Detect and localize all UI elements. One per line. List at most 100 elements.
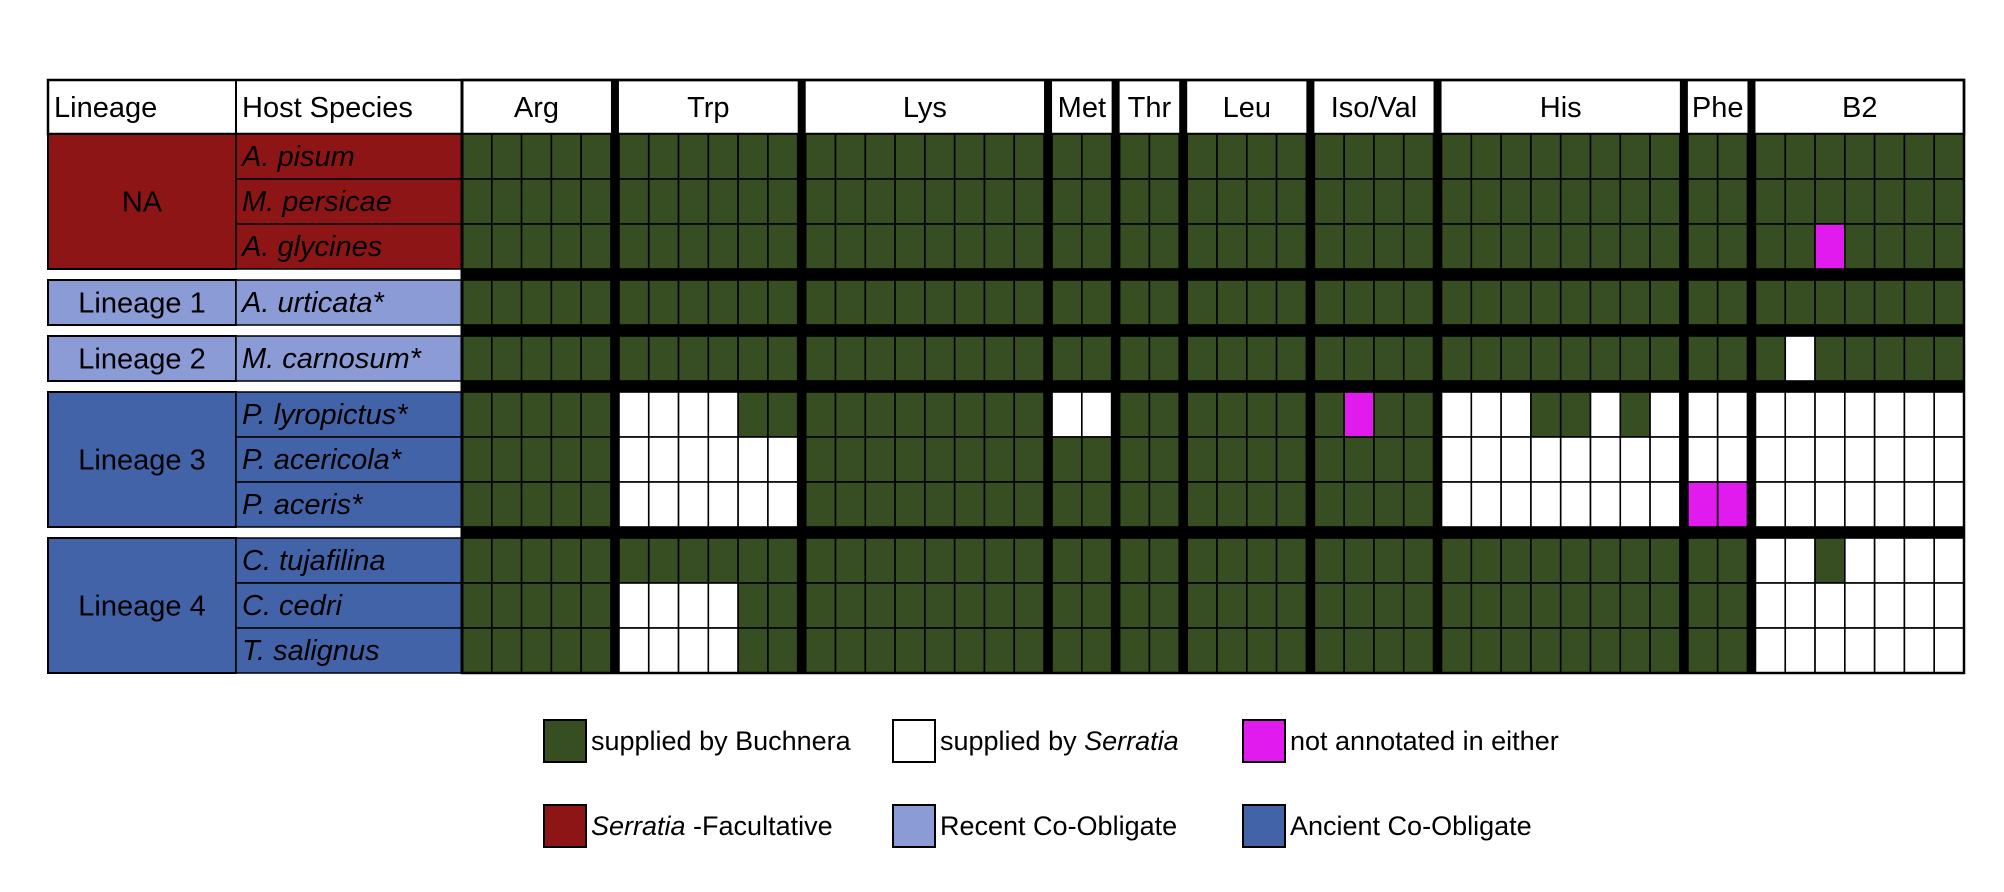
gene-cell bbox=[1013, 223, 1045, 270]
gene-cell bbox=[1470, 537, 1502, 584]
gene-cell bbox=[1343, 481, 1375, 528]
group-separator bbox=[462, 325, 1964, 336]
gene-cell bbox=[1343, 133, 1375, 180]
gene-cell bbox=[864, 627, 896, 674]
gene-cell bbox=[1844, 436, 1876, 483]
gene-cell bbox=[520, 335, 553, 382]
gene-cell bbox=[618, 335, 650, 382]
gene-cell bbox=[834, 436, 867, 483]
gene-cell bbox=[580, 436, 612, 483]
gene-cell bbox=[1903, 537, 1936, 584]
gene-cell bbox=[804, 223, 837, 270]
gene-cell bbox=[1500, 627, 1532, 674]
gene-cell bbox=[550, 481, 582, 528]
gene-cell bbox=[1470, 178, 1502, 225]
gene-cell bbox=[1051, 436, 1083, 483]
gene-cell bbox=[1470, 627, 1502, 674]
gene-cell bbox=[490, 335, 523, 382]
gene-cell bbox=[1186, 436, 1218, 483]
gene-cell bbox=[520, 279, 553, 326]
gene-cell bbox=[1589, 481, 1622, 528]
gene-cell bbox=[1873, 436, 1906, 483]
gene-cell bbox=[1530, 133, 1562, 180]
host-species-label: A. urticata* bbox=[240, 287, 386, 319]
gene-cell bbox=[1402, 178, 1435, 225]
gene-cell bbox=[804, 279, 837, 326]
legend-label: Ancient Co-Obligate bbox=[1290, 811, 1532, 841]
gene-cell bbox=[1754, 335, 1787, 382]
gene-cell bbox=[1530, 627, 1562, 674]
gene-cell bbox=[894, 582, 926, 629]
gene-cell bbox=[1118, 279, 1151, 326]
gene-cell bbox=[1716, 335, 1749, 382]
gene-cell bbox=[983, 133, 1016, 180]
gene-cell bbox=[1530, 223, 1562, 270]
gene-cell bbox=[1373, 481, 1405, 528]
gene-cell bbox=[924, 436, 956, 483]
gene-cell bbox=[953, 481, 986, 528]
gene-cell bbox=[1051, 582, 1083, 629]
gene-cell bbox=[1814, 537, 1846, 584]
gene-cell bbox=[1245, 178, 1278, 225]
gene-cell bbox=[1148, 582, 1181, 629]
gene-cell bbox=[1814, 436, 1846, 483]
gene-cell bbox=[1687, 391, 1719, 438]
gene-cell bbox=[461, 279, 493, 326]
gene-cell bbox=[1343, 279, 1375, 326]
legend-item-B: supplied by Buchnera bbox=[543, 719, 852, 763]
host-species-label: A. pisum bbox=[240, 141, 355, 173]
gene-cell bbox=[580, 178, 612, 225]
gene-cell bbox=[1313, 627, 1345, 674]
gene-cell bbox=[1500, 133, 1532, 180]
gene-cell bbox=[953, 178, 986, 225]
gene-cell bbox=[1784, 279, 1816, 326]
gene-cell bbox=[618, 582, 650, 629]
gene-cell bbox=[1500, 582, 1532, 629]
gene-cell bbox=[737, 537, 769, 584]
gene-cell bbox=[1500, 481, 1532, 528]
gene-cell bbox=[1148, 481, 1181, 528]
gene-cell bbox=[1343, 627, 1375, 674]
gene-cell bbox=[1559, 391, 1592, 438]
gene-cell bbox=[1118, 481, 1151, 528]
gene-cell bbox=[864, 178, 896, 225]
gene-cell bbox=[1873, 582, 1906, 629]
gene-cell bbox=[1013, 582, 1045, 629]
lineage-label: Lineage 2 bbox=[78, 344, 205, 376]
gene-cell bbox=[1373, 133, 1405, 180]
gene-cell bbox=[1373, 279, 1405, 326]
gene-cell bbox=[618, 481, 650, 528]
gene-cell bbox=[1933, 223, 1965, 270]
gene-cell bbox=[1470, 223, 1502, 270]
gene-cell bbox=[1559, 335, 1592, 382]
gene-cell bbox=[1687, 335, 1719, 382]
gene-cell bbox=[1716, 279, 1749, 326]
gene-cell bbox=[1081, 279, 1113, 326]
gene-cell bbox=[1313, 436, 1345, 483]
gene-cell bbox=[1275, 335, 1308, 382]
gene-cell bbox=[1844, 178, 1876, 225]
gene-cell bbox=[1649, 582, 1681, 629]
gene-cell bbox=[737, 335, 769, 382]
column-header-his: His bbox=[1540, 92, 1582, 124]
gene-cell bbox=[1118, 391, 1151, 438]
gene-cell bbox=[1814, 335, 1846, 382]
gene-cell bbox=[1373, 436, 1405, 483]
gene-cell bbox=[1470, 582, 1502, 629]
gene-cell bbox=[864, 436, 896, 483]
gene-cell bbox=[1402, 537, 1435, 584]
gene-cell bbox=[1716, 133, 1749, 180]
gene-cell bbox=[1933, 582, 1965, 629]
gene-cell bbox=[1051, 223, 1083, 270]
column-separator bbox=[797, 80, 806, 673]
gene-cell bbox=[1081, 133, 1113, 180]
gene-cell bbox=[983, 391, 1016, 438]
gene-cell bbox=[834, 133, 867, 180]
gene-cell bbox=[983, 436, 1016, 483]
gene-cell bbox=[1814, 279, 1846, 326]
gene-cell bbox=[1275, 391, 1308, 438]
gene-cell bbox=[1844, 335, 1876, 382]
gene-cell bbox=[1373, 335, 1405, 382]
gene-cell bbox=[1148, 537, 1181, 584]
gene-cell bbox=[983, 481, 1016, 528]
